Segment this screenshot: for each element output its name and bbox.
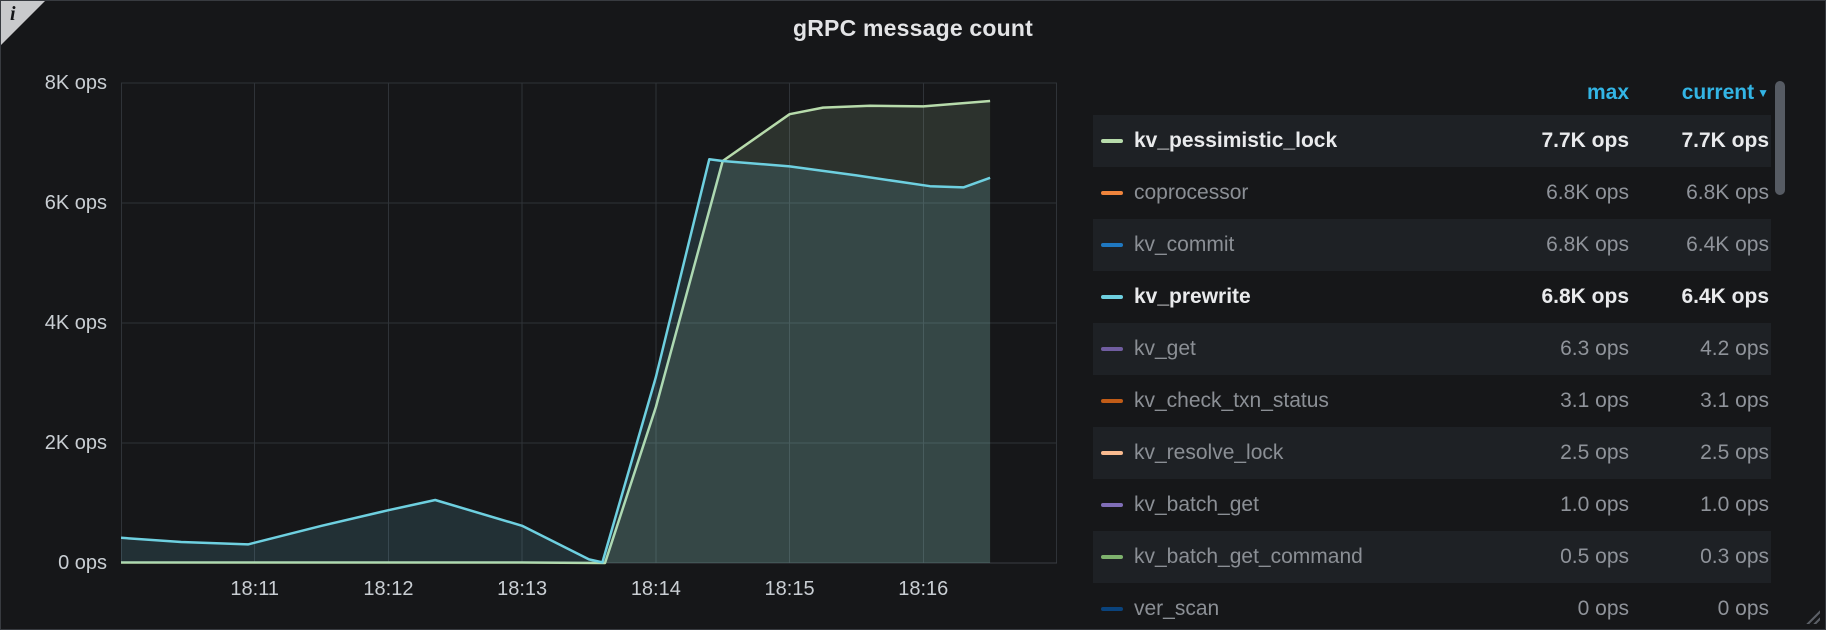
plot-area[interactable] bbox=[121, 81, 1057, 565]
series-color-dash bbox=[1101, 399, 1123, 403]
series-max-value: 6.8K ops bbox=[1541, 285, 1629, 308]
legend-scrollbar-thumb[interactable] bbox=[1775, 81, 1785, 195]
series-max-value: 2.5 ops bbox=[1560, 441, 1629, 464]
legend-sort-max[interactable]: max bbox=[1586, 81, 1629, 104]
y-tick-label: 0 ops bbox=[58, 552, 107, 574]
x-tick-label: 18:13 bbox=[497, 578, 548, 600]
series-max-value: 6.3 ops bbox=[1560, 337, 1629, 360]
sort-desc-icon: ▼ bbox=[1757, 86, 1769, 100]
legend-table: max current ▼ kv_pessimistic_lock 7.7K ops… bbox=[1093, 71, 1771, 629]
series-color-dash bbox=[1101, 139, 1123, 143]
x-tick-label: 18:12 bbox=[363, 578, 414, 600]
legend-row-kv_pessimistic_lock[interactable]: kv_pessimistic_lock 7.7K ops 7.7K ops bbox=[1093, 115, 1771, 167]
panel-title[interactable]: gRPC message count bbox=[792, 15, 1034, 41]
series-current-value: 7.7K ops bbox=[1681, 129, 1769, 152]
series-name[interactable]: kv_batch_get_command bbox=[1134, 545, 1363, 568]
info-icon: i bbox=[10, 3, 16, 25]
x-tick-label: 18:15 bbox=[764, 578, 815, 600]
legend-row-kv_check_txn_status[interactable]: kv_check_txn_status 3.1 ops 3.1 ops bbox=[1093, 375, 1771, 427]
series-max-value: 0.5 ops bbox=[1560, 545, 1629, 568]
legend-row-kv_resolve_lock[interactable]: kv_resolve_lock 2.5 ops 2.5 ops bbox=[1093, 427, 1771, 479]
series-current-value: 0.3 ops bbox=[1700, 545, 1769, 568]
series-current-value: 6.8K ops bbox=[1686, 181, 1769, 204]
legend-row-kv_batch_get[interactable]: kv_batch_get 1.0 ops 1.0 ops bbox=[1093, 479, 1771, 531]
series-max-value: 1.0 ops bbox=[1560, 493, 1629, 516]
y-tick-label: 2K ops bbox=[44, 432, 107, 454]
series-max-value: 0 ops bbox=[1577, 597, 1629, 620]
series-max-value: 6.8K ops bbox=[1546, 181, 1629, 204]
series-line-kv_prewrite bbox=[121, 157, 991, 564]
series-current-value: 2.5 ops bbox=[1700, 441, 1769, 464]
series-color-dash bbox=[1101, 191, 1123, 195]
panel-resize-handle[interactable] bbox=[1804, 608, 1820, 624]
x-tick-label: 18:14 bbox=[630, 578, 681, 600]
series-color-dash bbox=[1101, 555, 1123, 559]
series-name[interactable]: kv_batch_get bbox=[1134, 493, 1259, 516]
x-tick-label: 18:16 bbox=[898, 578, 949, 600]
series-color-dash bbox=[1101, 607, 1123, 611]
y-tick-label: 8K ops bbox=[44, 72, 107, 94]
series-name[interactable]: kv_resolve_lock bbox=[1134, 441, 1284, 464]
series-current-value: 0 ops bbox=[1717, 597, 1769, 620]
series-max-value: 3.1 ops bbox=[1560, 389, 1629, 412]
series-current-value: 6.4K ops bbox=[1681, 285, 1769, 308]
series-current-value: 1.0 ops bbox=[1700, 493, 1769, 516]
series-color-dash bbox=[1101, 347, 1123, 351]
series-name[interactable]: kv_commit bbox=[1134, 233, 1235, 256]
series-current-value: 3.1 ops bbox=[1700, 389, 1769, 412]
legend-sort-current-label: current bbox=[1681, 81, 1755, 104]
legend-header: max current ▼ bbox=[1093, 71, 1771, 115]
series-line-kv_pessimistic_lock bbox=[121, 99, 991, 565]
series-name[interactable]: kv_pessimistic_lock bbox=[1134, 129, 1338, 152]
series-current-value: 6.4K ops bbox=[1686, 233, 1769, 256]
series-name[interactable]: kv_check_txn_status bbox=[1134, 389, 1329, 412]
series-area-kv_prewrite bbox=[121, 159, 991, 563]
series-color-dash bbox=[1101, 451, 1123, 455]
series-name[interactable]: coprocessor bbox=[1134, 181, 1249, 204]
legend-row-coprocessor[interactable]: coprocessor 6.8K ops 6.8K ops bbox=[1093, 167, 1771, 219]
legend-sort-current[interactable]: current ▼ bbox=[1629, 81, 1769, 105]
series-name[interactable]: ver_scan bbox=[1134, 597, 1220, 620]
series-name[interactable]: kv_prewrite bbox=[1134, 285, 1251, 308]
series-color-dash bbox=[1101, 295, 1123, 299]
legend-row-kv_batch_get_command[interactable]: kv_batch_get_command 0.5 ops 0.3 ops bbox=[1093, 531, 1771, 583]
series-max-value: 7.7K ops bbox=[1541, 129, 1629, 152]
y-tick-label: 4K ops bbox=[44, 312, 107, 334]
series-area-kv_pessimistic_lock bbox=[121, 101, 991, 563]
legend-row-kv_prewrite[interactable]: kv_prewrite 6.8K ops 6.4K ops bbox=[1093, 271, 1771, 323]
legend-row-kv_get[interactable]: kv_get 6.3 ops 4.2 ops bbox=[1093, 323, 1771, 375]
legend-row-kv_commit[interactable]: kv_commit 6.8K ops 6.4K ops bbox=[1093, 219, 1771, 271]
legend-rows: kv_pessimistic_lock 7.7K ops 7.7K ops copro… bbox=[1093, 115, 1771, 629]
legend-row-ver_scan[interactable]: ver_scan 0 ops 0 ops bbox=[1093, 583, 1771, 629]
series-current-value: 4.2 ops bbox=[1700, 337, 1769, 360]
y-tick-label: 6K ops bbox=[44, 192, 107, 214]
series-name[interactable]: kv_get bbox=[1134, 337, 1196, 360]
series-color-dash bbox=[1101, 503, 1123, 507]
series-max-value: 6.8K ops bbox=[1546, 233, 1629, 256]
x-tick-label: 18:11 bbox=[230, 578, 279, 600]
series-color-dash bbox=[1101, 243, 1123, 247]
